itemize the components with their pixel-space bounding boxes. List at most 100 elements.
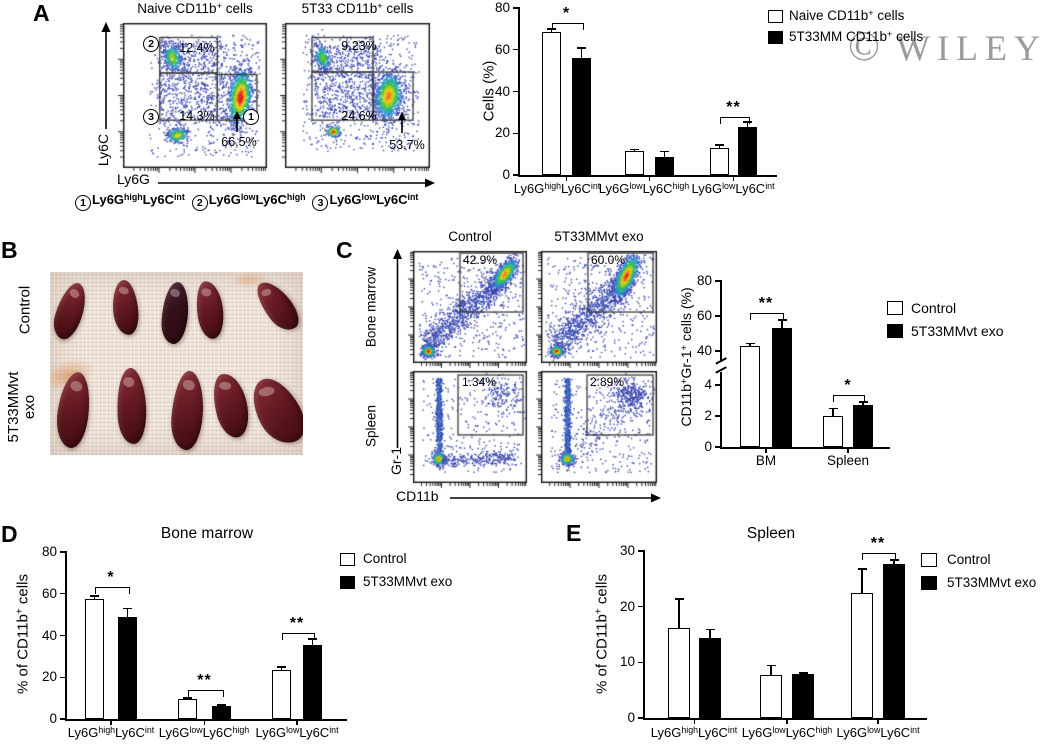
panel-d-label: D	[1, 521, 18, 547]
chart-d-ytick	[60, 676, 67, 678]
chart-d-errcap	[183, 697, 192, 699]
flow-title-naive: Naive CD11b+ cells	[137, 0, 253, 16]
chart-a-yticklabel: 20	[494, 125, 510, 141]
scatter-canvas-bm-control	[405, 249, 529, 371]
chart-d-ylabel: % of CD11b+ cells	[14, 574, 32, 694]
chart-d-cat-1: Ly6GhighLy6Cint	[67, 725, 155, 740]
chart-e-ytick	[638, 661, 645, 664]
chart-d-sig-bracket	[187, 689, 224, 697]
chart-a-bar	[738, 126, 757, 175]
chart-c-ylabel: CD11b+Gr-1+ cells (%)	[678, 287, 694, 427]
chart-c-yticklabel: 60	[696, 308, 712, 323]
chart-c-yaxis	[720, 372, 722, 447]
chart-d-errline	[126, 608, 129, 617]
chart-c-sig-bracket	[833, 395, 865, 403]
gate-label-naive-g3: 14.3%	[179, 109, 215, 123]
chart-e-yticklabel: 0	[627, 710, 635, 725]
chart-a-errcap	[577, 47, 586, 49]
gate-label-naive-g2: 12.4%	[179, 41, 215, 55]
chart-a-errline	[550, 28, 553, 32]
flow-plot-naive	[115, 21, 269, 176]
chart-a-yticklabel: 40	[494, 83, 510, 99]
chart-a-sig-bracket	[719, 116, 750, 124]
panel-c-row-label-bm: Bone marrow	[363, 266, 379, 348]
chart-d-errcap	[308, 638, 317, 640]
scatter-canvas-spleen-control	[405, 369, 529, 491]
chart-c-bar	[740, 345, 760, 447]
chart-a-grouptick	[648, 176, 651, 181]
spleen-photo	[50, 272, 303, 455]
gate-legend-label-3: Ly6GlowLy6Cint	[329, 192, 419, 207]
chart-c-cat-spleen: Spleen	[826, 453, 870, 468]
chart-e-bar	[760, 675, 782, 718]
chart-a-sig-bracket	[551, 22, 584, 30]
chart-e-errcap	[798, 672, 808, 674]
chart-a-cat-2: Ly6GlowLy6Chigh	[598, 181, 690, 196]
chart-e-errline	[861, 568, 863, 594]
gate-marker-1: 1	[243, 109, 259, 125]
chart-a-bar	[710, 148, 729, 175]
pct-bm-control: 42.9%	[463, 253, 498, 267]
chart-d-legend-swatch-control	[340, 553, 355, 566]
chart-c-errcap	[777, 319, 787, 321]
chart-a-sig-star: *	[562, 4, 571, 22]
chart-e-grouptick	[786, 719, 788, 724]
chart-d-errline	[311, 639, 314, 646]
chart-c-ytick	[715, 350, 722, 352]
gate-label-5t33-g2: 9.23%	[341, 39, 377, 53]
copyright-icon: ©	[848, 24, 880, 70]
chart-d-cat-2: Ly6GlowLy6Chigh	[158, 725, 250, 740]
chart-d-errcap	[123, 607, 132, 610]
panel-c-col-title-exo: 5T33MMvt exo	[554, 229, 644, 244]
chart-e-yaxis	[643, 551, 645, 718]
chart-a-bar	[542, 32, 561, 175]
chart-c-errcap	[858, 401, 868, 403]
chart-d-errcap	[217, 704, 226, 706]
chart-e-errcap	[705, 628, 715, 631]
chart-c-legend-swatch-exo	[887, 324, 903, 338]
chart-d-errcap	[277, 666, 286, 668]
gate-legend-num-1: 1	[75, 195, 91, 211]
chart-e-errcap	[766, 664, 776, 667]
chart-c-ytick	[715, 446, 722, 448]
chart-d-yticklabel: 40	[41, 627, 57, 643]
chart-d-sig-star: *	[107, 569, 115, 587]
chart-d-ytick	[60, 593, 67, 595]
ly6c-axis-label: Ly6C	[95, 133, 111, 167]
panel-c-col-title-control: Control	[448, 229, 492, 244]
chart-a-yticklabel: 80	[494, 0, 510, 15]
chart-d-bar	[118, 616, 137, 719]
scatter-canvas-5T33	[277, 21, 432, 176]
flow-plot-spleen-exo	[533, 369, 659, 491]
gate-legend-label-1: Ly6GhighLy6Cint	[92, 192, 185, 207]
chart-d-sig-bracket	[94, 587, 130, 595]
chart-c-bar	[772, 328, 792, 447]
chart-c-legend-label-exo: 5T33MMvt exo	[911, 323, 1004, 339]
chart-e-cat-1: Ly6GhighLy6Cint	[650, 725, 738, 740]
chart-e-ylabel: % of CD11b+ cells	[593, 574, 611, 694]
flow-title-5t33: 5T33 CD11b+ cells	[301, 0, 414, 16]
chart-c-legend-label-control: Control	[911, 300, 957, 316]
scatter-canvas-bm-exo	[533, 249, 659, 371]
panel-c-label: C	[336, 237, 353, 263]
wiley-watermark: WILEY	[896, 28, 1047, 68]
chart-a-yticklabel: 0	[502, 167, 510, 182]
gate-label-naive-g1: 66.5%	[221, 135, 257, 149]
chart-c-sig-bracket	[750, 312, 784, 320]
chart-e-legend-label-control: Control	[947, 552, 991, 567]
gate-legend: 1 Ly6GhighLy6Cint 2 Ly6GlowLy6Chigh 3 Ly6Gl…	[75, 192, 418, 211]
panel-b-row-label-exo: 5T33MMvt exo	[5, 371, 38, 443]
chart-c-ytick	[715, 280, 722, 282]
chart-d-bar	[178, 699, 197, 719]
pct-spleen-exo: 2.89%	[590, 375, 625, 389]
chart-a-errcap	[743, 121, 752, 123]
chart-a-errline	[633, 149, 636, 152]
chart-d-sig-star: **	[197, 671, 212, 689]
chart-c-errline	[862, 402, 864, 406]
chart-e-sig-bracket	[862, 553, 896, 561]
chart-e-cat-3: Ly6GlowLy6Cint	[836, 725, 920, 740]
chart-e-bar	[699, 637, 721, 718]
chart-d-grouptick	[110, 720, 112, 725]
chart-c-xaxis	[720, 447, 890, 449]
chart-c-errcap	[828, 407, 838, 409]
